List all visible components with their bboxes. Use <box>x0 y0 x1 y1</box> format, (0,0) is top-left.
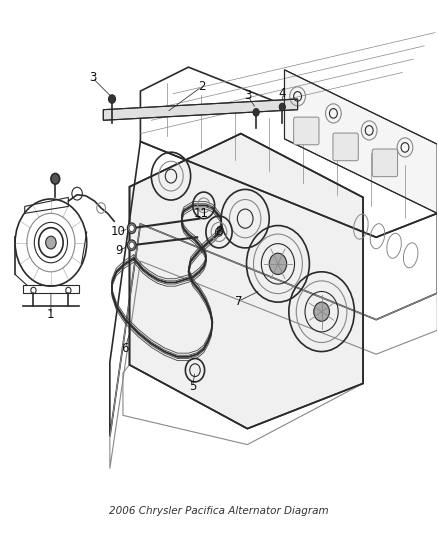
Text: 3: 3 <box>244 89 251 102</box>
Text: 7: 7 <box>235 295 242 308</box>
Circle shape <box>127 223 136 233</box>
FancyBboxPatch shape <box>333 133 358 161</box>
Text: 4: 4 <box>279 87 286 100</box>
Text: 11: 11 <box>194 207 209 220</box>
Circle shape <box>253 109 259 116</box>
Text: 10: 10 <box>111 225 126 238</box>
Circle shape <box>129 225 134 231</box>
Polygon shape <box>285 70 437 213</box>
Text: 9: 9 <box>115 244 122 257</box>
Text: 2: 2 <box>198 80 205 93</box>
Circle shape <box>314 302 329 321</box>
Text: 6: 6 <box>121 342 129 356</box>
Text: 2006 Chrysler Pacifica Alternator Diagram: 2006 Chrysler Pacifica Alternator Diagra… <box>109 506 329 516</box>
Text: 1: 1 <box>47 308 55 321</box>
Text: 5: 5 <box>189 379 197 393</box>
Polygon shape <box>103 99 297 120</box>
Circle shape <box>269 253 287 274</box>
Circle shape <box>51 173 60 184</box>
Circle shape <box>127 240 136 251</box>
Text: 3: 3 <box>89 71 96 84</box>
FancyBboxPatch shape <box>372 149 398 176</box>
Text: 8: 8 <box>215 225 223 238</box>
FancyBboxPatch shape <box>293 117 319 145</box>
Circle shape <box>46 236 56 249</box>
Circle shape <box>109 95 116 103</box>
Circle shape <box>129 242 134 248</box>
Circle shape <box>279 103 286 111</box>
Polygon shape <box>130 134 363 429</box>
